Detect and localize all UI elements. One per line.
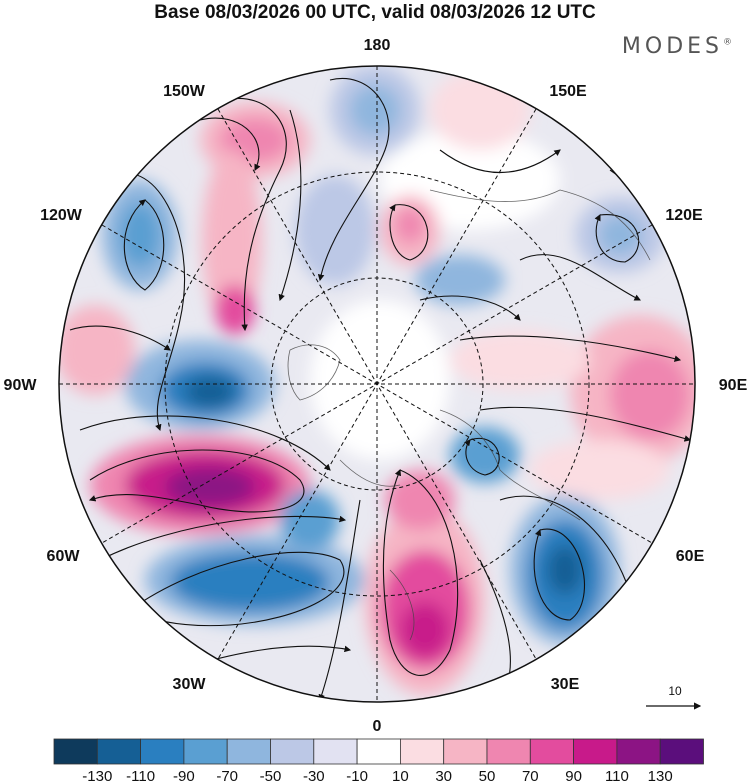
colorbar-box	[443, 738, 488, 765]
colorbar-box	[399, 738, 445, 765]
lon-label-150w: 150W	[163, 83, 206, 100]
colorbar-box	[486, 738, 531, 765]
lon-label-30w: 30W	[173, 676, 207, 693]
colorbar-box	[313, 738, 358, 765]
colorbar-box	[53, 738, 98, 765]
colorbar-box	[183, 738, 228, 765]
anomaly-field	[59, 66, 695, 695]
lon-label-60e: 60E	[676, 548, 705, 565]
brand-name: MODES	[621, 34, 723, 59]
colorbar-box	[616, 738, 661, 765]
lon-label-150e: 150E	[549, 83, 587, 100]
colorbar-box	[226, 738, 271, 765]
lon-label-30e: 30E	[551, 676, 580, 693]
colorbar-tick-label: -90	[173, 768, 195, 783]
colorbar-boxes	[53, 738, 704, 765]
colorbar-tick-label: -30	[303, 768, 325, 783]
colorbar-tick-label: 50	[479, 768, 496, 783]
lon-label-120e: 120E	[665, 207, 703, 224]
coastlines	[287, 189, 651, 641]
colorbar-tick-label: 10	[392, 768, 409, 783]
lon-label-90e: 90E	[719, 377, 748, 394]
colorbar-tick-label: 30	[435, 768, 452, 783]
lon-label-90w: 90W	[4, 377, 38, 394]
brand-logo: MODES®	[622, 34, 732, 59]
colorbar-box	[270, 738, 315, 765]
lon-label-180: 180	[364, 37, 391, 54]
colorbar-tick-label: 90	[565, 768, 582, 783]
colorbar-ticks: -130 -110 -90 -70 -50 -30 -10 10 30 50 70 90 110 130	[82, 768, 672, 783]
colorbar-box	[356, 738, 401, 765]
map-disc	[59, 66, 695, 702]
colorbar-box	[529, 738, 574, 765]
graticule	[59, 66, 695, 702]
colorbar-tick-label: -70	[216, 768, 238, 783]
brand-mark: ®	[723, 37, 732, 48]
colorbar-tick-label: 70	[522, 768, 539, 783]
colorbar-box	[96, 738, 142, 765]
colorbar-tick-label: 130	[648, 768, 673, 783]
map-border	[58, 65, 696, 703]
map-title: Base 08/03/2026 00 UTC, valid 08/03/2026…	[154, 2, 596, 23]
lon-label-120w: 120W	[40, 207, 83, 224]
colorbar-tick-label: -130	[82, 768, 112, 783]
colorbar-box	[140, 738, 185, 765]
lon-label-0: 0	[373, 718, 382, 735]
colorbar-tick-label: -10	[346, 768, 368, 783]
lon-label-60w: 60W	[47, 548, 81, 565]
colorbar-box	[659, 738, 704, 765]
colorbar-tick-label: -110	[126, 768, 155, 783]
colorbar: -130 -110 -90 -70 -50 -30 -10 10 30 50 70 90 110 130	[53, 738, 704, 783]
colorbar-tick-label: -50	[260, 768, 282, 783]
colorbar-box	[573, 738, 618, 765]
vector-scale-label: 10	[668, 684, 682, 698]
colorbar-tick-label: 110	[605, 768, 629, 783]
